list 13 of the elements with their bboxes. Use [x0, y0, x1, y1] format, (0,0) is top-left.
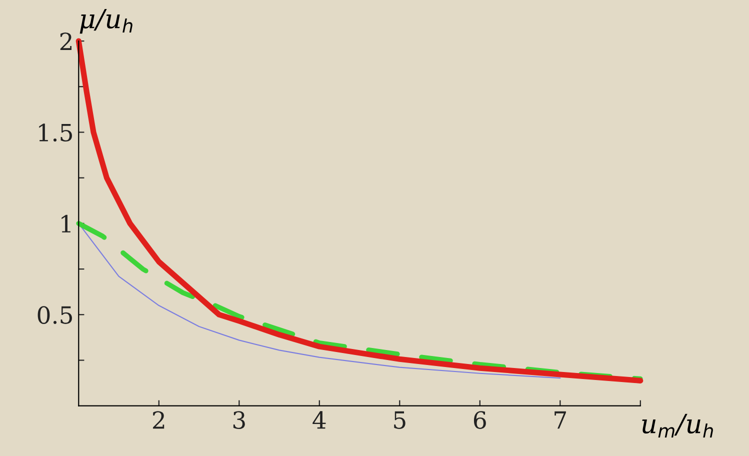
x-tick-label: 7 [554, 411, 566, 429]
x-tick-label: 3 [233, 411, 245, 429]
x-axis-title: u$_{m}$/u$_{h}$ [642, 414, 713, 438]
y-tick-label: 2 [60, 32, 72, 50]
x-tick-label: 6 [474, 411, 486, 429]
line-series [76, 221, 643, 382]
y-axis-title: μ/u$_{h}$ [80, 8, 132, 34]
x-tick-label: 2 [152, 411, 164, 429]
x-tick-label: 4 [312, 411, 326, 429]
x-tick-label: 5 [394, 411, 406, 429]
y-tick-label: 0.5 [38, 306, 72, 324]
y-tick-label: 1 [62, 214, 70, 232]
y-tick-label: 1.5 [39, 124, 72, 142]
